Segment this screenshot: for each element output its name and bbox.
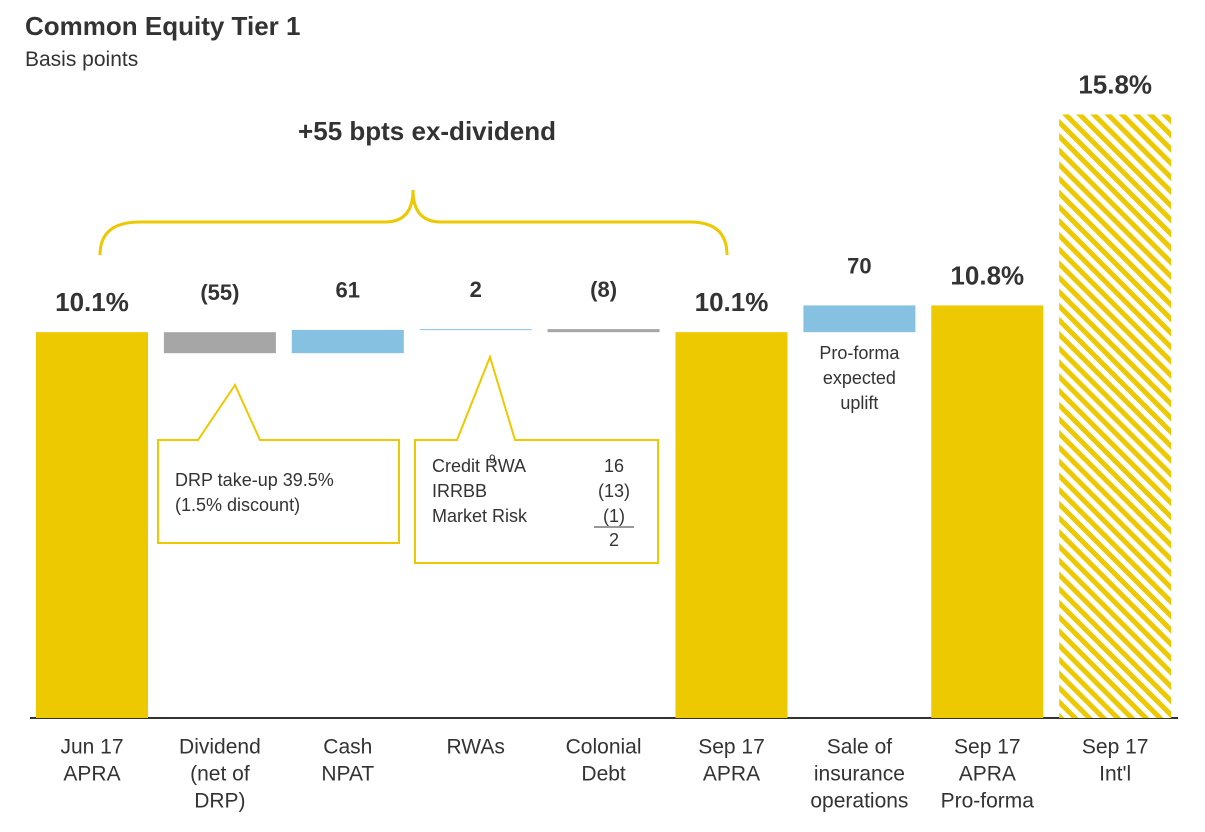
bar <box>163 332 276 354</box>
callout-text: DRP take-up 39.5% <box>175 470 334 490</box>
bar <box>931 305 1044 718</box>
bar <box>419 329 532 331</box>
chart-title: Common Equity Tier 1 <box>25 11 300 41</box>
callout-value: (13) <box>598 481 630 501</box>
x-tick-label: APRA <box>703 763 760 786</box>
callout-text: IRRBB <box>432 481 487 501</box>
x-tick-label: Jun 17 <box>60 736 123 759</box>
value-label: 70 <box>847 253 871 278</box>
x-tick-label: Sale of <box>827 736 893 759</box>
x-tick-label: DRP) <box>194 790 245 813</box>
bar <box>803 305 916 333</box>
bracket-label: +55 bpts ex-dividend <box>298 116 556 146</box>
x-tick-label: (net of <box>190 763 250 786</box>
x-tick-label: APRA <box>959 763 1016 786</box>
bar <box>291 329 404 354</box>
x-tick-label: Sep 17 <box>1082 736 1149 759</box>
drp-callout <box>157 382 400 544</box>
value-label: 10.8% <box>950 260 1024 290</box>
x-tick-label: Sep 17 <box>954 736 1021 759</box>
uplift-note: uplift <box>840 393 878 413</box>
x-tick-label: Dividend <box>179 736 261 759</box>
value-label: 61 <box>336 278 360 303</box>
x-tick-label: Pro-forma <box>941 790 1035 813</box>
uplift-note: expected <box>823 368 896 388</box>
callout-value: (1) <box>603 506 625 526</box>
x-tick-label: insurance <box>814 763 905 786</box>
value-label: 15.8% <box>1078 69 1152 99</box>
footnote: 9 <box>489 452 496 466</box>
callout-text: (1.5% discount) <box>175 495 300 515</box>
chart-subtitle: Basis points <box>25 48 138 71</box>
callout-text: Market Risk <box>432 506 528 526</box>
x-tick-label: Sep 17 <box>698 736 765 759</box>
bar <box>675 332 788 718</box>
value-label: 10.1% <box>695 287 769 317</box>
value-label: (55) <box>200 280 239 305</box>
bar <box>1059 114 1172 718</box>
value-label: 2 <box>470 277 482 302</box>
callout-total: 2 <box>609 530 619 550</box>
x-tick-label: operations <box>810 790 908 813</box>
uplift-note: Pro-forma <box>819 343 900 363</box>
x-tick-label: Cash <box>323 736 372 759</box>
bar <box>547 329 660 333</box>
value-label: (8) <box>590 277 617 302</box>
bracket <box>98 189 729 256</box>
rwa-callout <box>414 353 659 564</box>
x-tick-label: RWAs <box>447 736 505 759</box>
x-tick-label: Int'l <box>1099 763 1131 786</box>
value-label: 10.1% <box>55 287 129 317</box>
callout-text: Credit RWA <box>432 456 526 476</box>
callout-value: 16 <box>604 456 624 476</box>
x-tick-label: APRA <box>63 763 120 786</box>
x-tick-label: NPAT <box>321 763 374 786</box>
bar <box>36 332 148 718</box>
x-tick-label: Colonial <box>566 736 642 759</box>
x-tick-label: Debt <box>581 763 626 786</box>
